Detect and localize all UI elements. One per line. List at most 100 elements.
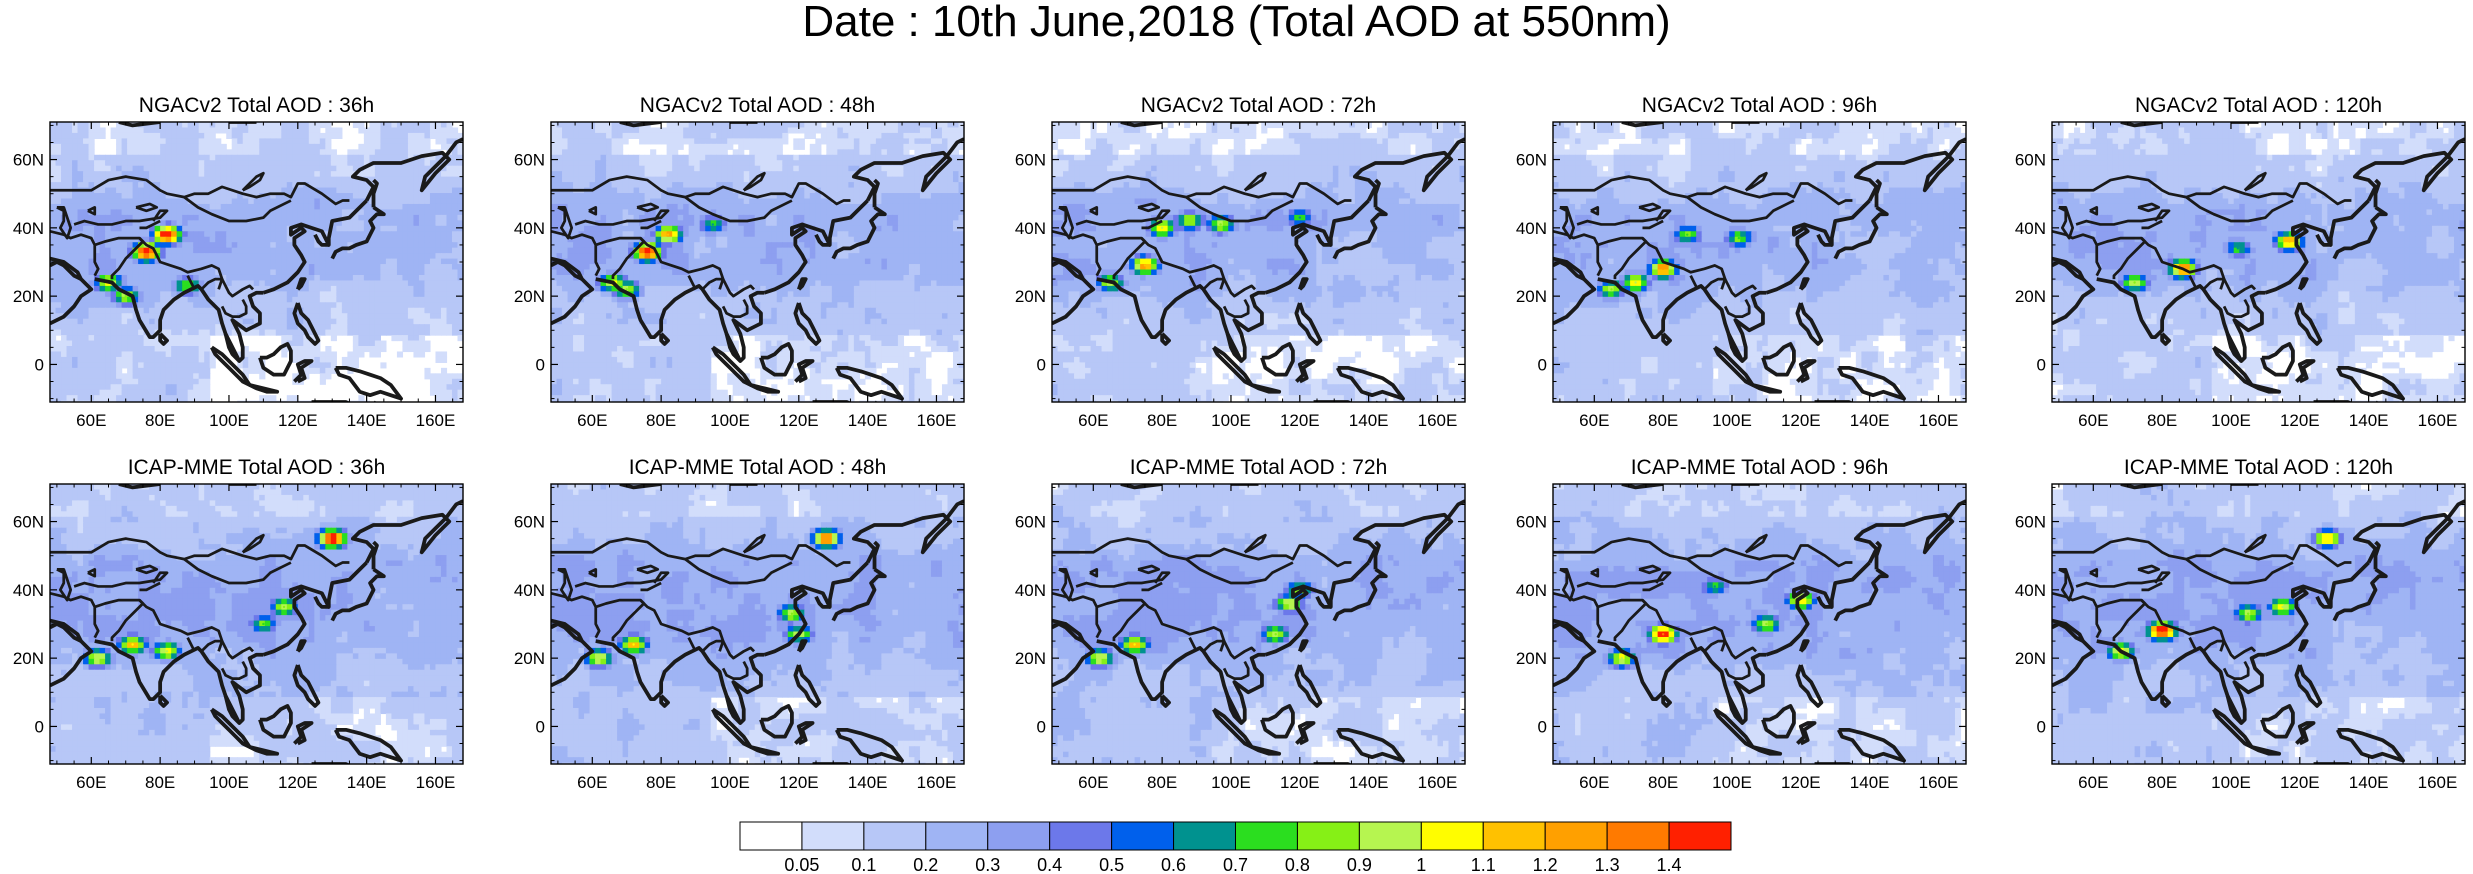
x-tick-label: 140E — [2349, 773, 2389, 792]
x-tick-label: 160E — [1418, 411, 1458, 430]
aod-hotspot — [1219, 223, 1222, 226]
colorbar-label: 0.4 — [1037, 855, 1062, 874]
y-tick-label: 20N — [2015, 649, 2046, 668]
x-tick-label: 120E — [278, 411, 318, 430]
y-tick-label: 40N — [1516, 581, 1547, 600]
aod-field — [50, 122, 463, 402]
x-tick-label: 60E — [1078, 411, 1108, 430]
panel-title: ICAP-MME Total AOD : 48h — [629, 456, 887, 479]
x-tick-label: 100E — [2211, 773, 2251, 792]
y-tick-label: 20N — [1516, 287, 1547, 306]
x-tick-label: 140E — [1349, 411, 1389, 430]
x-tick-label: 120E — [1781, 773, 1821, 792]
x-tick-label: 140E — [848, 773, 888, 792]
y-tick-label: 20N — [1015, 287, 1046, 306]
x-tick-label: 60E — [2078, 411, 2108, 430]
y-tick-label: 0 — [536, 717, 545, 736]
colorbar-swatch — [1420, 821, 1484, 851]
x-tick-label: 80E — [1648, 773, 1678, 792]
y-tick-label: 60N — [1015, 151, 1046, 170]
aod-hotspot — [1686, 233, 1689, 236]
colorbar-swatch — [863, 821, 927, 851]
colorbar-swatch — [925, 821, 989, 851]
colorbar-label: 0.05 — [784, 855, 819, 874]
colorbar-swatch — [1235, 821, 1298, 851]
aod-hotspot — [1713, 585, 1716, 588]
aod-hotspot — [1274, 633, 1277, 636]
x-tick-label: 140E — [1850, 411, 1890, 430]
aod-hotspot — [331, 537, 334, 540]
colorbar-label: 1.2 — [1533, 855, 1558, 874]
colorbar-swatch — [1173, 821, 1237, 851]
y-tick-label: 60N — [13, 151, 44, 170]
aod-hotspot — [131, 643, 134, 646]
aod-field — [2052, 484, 2465, 764]
colorbar-label: 1.4 — [1657, 855, 1682, 874]
aod-hotspot — [632, 643, 635, 646]
aod-hotspot — [625, 288, 628, 291]
x-tick-label: 160E — [416, 411, 456, 430]
x-tick-label: 100E — [209, 773, 249, 792]
y-tick-label: 0 — [1037, 717, 1046, 736]
colorbar-label: 0.2 — [913, 855, 938, 874]
y-tick-label: 0 — [1538, 717, 1547, 736]
y-tick-label: 60N — [1516, 513, 1547, 532]
y-tick-label: 0 — [1538, 355, 1547, 374]
colorbar-label: 0.7 — [1223, 855, 1248, 874]
aod-hotspot — [165, 650, 169, 653]
aod-field — [1052, 122, 1465, 402]
colorbar-swatch — [1358, 821, 1422, 851]
aod-hotspot — [2288, 240, 2291, 243]
colorbar-swatch — [1049, 821, 1113, 851]
y-tick-label: 0 — [35, 717, 44, 736]
aod-field — [551, 484, 964, 764]
aod-hotspot — [825, 537, 828, 540]
aod-field — [551, 122, 964, 402]
y-tick-label: 60N — [514, 513, 545, 532]
aod-hotspot — [1737, 236, 1741, 240]
aod-hotspot — [145, 250, 148, 253]
y-tick-label: 20N — [1015, 649, 1046, 668]
colorbar-label: 1.3 — [1595, 855, 1620, 874]
x-tick-label: 60E — [1579, 773, 1609, 792]
map-panel: 60E 80E 100E 120E 140E 160E 0 20N 40N 60N NGACv2 T… — [514, 94, 965, 430]
x-tick-label: 100E — [710, 411, 750, 430]
aod-field — [1553, 122, 1966, 402]
x-tick-label: 160E — [2418, 411, 2458, 430]
x-tick-label: 160E — [2418, 773, 2458, 792]
colorbar-label: 0.5 — [1099, 855, 1124, 874]
aod-hotspot — [2236, 247, 2240, 250]
aod-hotspot — [1143, 264, 1147, 267]
x-tick-label: 100E — [2211, 411, 2251, 430]
x-tick-label: 80E — [646, 411, 676, 430]
x-tick-label: 140E — [2349, 411, 2389, 430]
map-panel: 60E 80E 100E 120E 140E 160E 0 20N 40N 60N NGACv2 T… — [1015, 94, 1466, 430]
colorbar-swatch — [1482, 821, 1546, 851]
map-panel: 60E 80E 100E 120E 140E 160E 0 20N 40N 60N ICAP-MME… — [2015, 456, 2466, 792]
x-tick-label: 120E — [779, 411, 819, 430]
aod-hotspot — [597, 656, 601, 660]
colorbar-swatch — [1668, 821, 1732, 851]
colorbar-label: 0.6 — [1161, 855, 1186, 874]
colorbar-label: 0.3 — [975, 855, 1000, 874]
colorbar-label: 0.9 — [1347, 855, 1372, 874]
y-tick-label: 40N — [514, 219, 545, 238]
aod-field — [1052, 484, 1465, 764]
aod-hotspot — [2246, 612, 2250, 615]
x-tick-label: 60E — [577, 773, 607, 792]
colorbar-swatch — [987, 821, 1051, 851]
x-tick-label: 160E — [917, 411, 957, 430]
map-panel: 60E 80E 100E 120E 140E 160E 0 20N 40N 60N ICAP-MME… — [13, 456, 464, 792]
map-panel: 60E 80E 100E 120E 140E 160E 0 20N 40N 60N ICAP-MME… — [514, 456, 965, 792]
x-tick-label: 160E — [917, 773, 957, 792]
aod-hotspot — [2160, 629, 2164, 633]
aod-hotspot — [1160, 226, 1164, 230]
y-tick-label: 40N — [2015, 219, 2046, 238]
x-tick-label: 60E — [1078, 773, 1108, 792]
x-tick-label: 100E — [1712, 773, 1752, 792]
figure-title: Date : 10th June,2018 (Total AOD at 550n… — [0, 0, 2473, 44]
x-tick-label: 120E — [779, 773, 819, 792]
x-tick-label: 140E — [848, 411, 888, 430]
y-tick-label: 0 — [1037, 355, 1046, 374]
y-tick-label: 60N — [1516, 151, 1547, 170]
